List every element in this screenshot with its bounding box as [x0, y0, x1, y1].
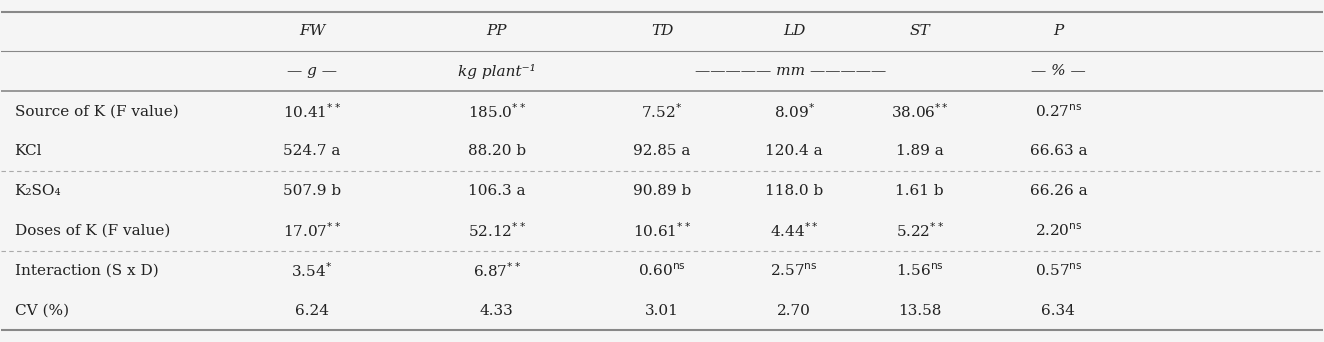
Text: 6.34: 6.34 — [1042, 303, 1075, 317]
Text: — % —: — % — — [1031, 64, 1086, 78]
Text: 17.07$^{**}$: 17.07$^{**}$ — [283, 221, 342, 240]
Text: TD: TD — [651, 25, 673, 39]
Text: 90.89 b: 90.89 b — [633, 184, 691, 198]
Text: 66.26 a: 66.26 a — [1030, 184, 1087, 198]
Text: 13.58: 13.58 — [898, 303, 941, 317]
Text: 6.87$^{**}$: 6.87$^{**}$ — [473, 261, 520, 280]
Text: P: P — [1053, 25, 1063, 39]
Text: kg plant⁻¹: kg plant⁻¹ — [458, 64, 536, 79]
Text: Doses of K (F value): Doses of K (F value) — [15, 224, 169, 238]
Text: 3.01: 3.01 — [645, 303, 679, 317]
Text: KCl: KCl — [15, 144, 42, 158]
Text: 4.44$^{**}$: 4.44$^{**}$ — [769, 221, 818, 240]
Text: 10.41$^{**}$: 10.41$^{**}$ — [283, 102, 342, 121]
Text: LD: LD — [782, 25, 805, 39]
Text: 8.09$^{*}$: 8.09$^{*}$ — [773, 102, 814, 121]
Text: 118.0 b: 118.0 b — [765, 184, 824, 198]
Text: 2.70: 2.70 — [777, 303, 812, 317]
Text: 1.56$^{\mathrm{ns}}$: 1.56$^{\mathrm{ns}}$ — [896, 262, 944, 279]
Text: FW: FW — [299, 25, 324, 39]
Text: 92.85 a: 92.85 a — [633, 144, 691, 158]
Text: 5.22$^{**}$: 5.22$^{**}$ — [895, 221, 944, 240]
Text: 0.27$^{\mathrm{ns}}$: 0.27$^{\mathrm{ns}}$ — [1034, 103, 1082, 119]
Text: Source of K (F value): Source of K (F value) — [15, 104, 179, 118]
Text: 66.63 a: 66.63 a — [1030, 144, 1087, 158]
Text: 3.54$^{*}$: 3.54$^{*}$ — [291, 261, 332, 280]
Text: 1.61 b: 1.61 b — [895, 184, 944, 198]
Text: 4.33: 4.33 — [481, 303, 514, 317]
Text: 185.0$^{**}$: 185.0$^{**}$ — [467, 102, 526, 121]
Text: CV (%): CV (%) — [15, 303, 69, 317]
Text: 10.61$^{**}$: 10.61$^{**}$ — [633, 221, 691, 240]
Text: PP: PP — [487, 25, 507, 39]
Text: 7.52$^{*}$: 7.52$^{*}$ — [641, 102, 683, 121]
Text: 507.9 b: 507.9 b — [283, 184, 342, 198]
Text: 524.7 a: 524.7 a — [283, 144, 340, 158]
Text: 1.89 a: 1.89 a — [896, 144, 944, 158]
Text: 120.4 a: 120.4 a — [765, 144, 824, 158]
Text: ————— mm —————: ————— mm ————— — [695, 64, 887, 78]
Text: 52.12$^{**}$: 52.12$^{**}$ — [467, 221, 526, 240]
Text: 38.06$^{**}$: 38.06$^{**}$ — [891, 102, 949, 121]
Text: — g —: — g — — [287, 64, 336, 78]
Text: K₂SO₄: K₂SO₄ — [15, 184, 61, 198]
Text: 2.57$^{\mathrm{ns}}$: 2.57$^{\mathrm{ns}}$ — [771, 262, 818, 279]
Text: Interaction (S x D): Interaction (S x D) — [15, 264, 159, 278]
Text: 0.57$^{\mathrm{ns}}$: 0.57$^{\mathrm{ns}}$ — [1034, 262, 1082, 279]
Text: ST: ST — [910, 25, 929, 39]
Text: 88.20 b: 88.20 b — [467, 144, 526, 158]
Text: 2.20$^{\mathrm{ns}}$: 2.20$^{\mathrm{ns}}$ — [1034, 223, 1082, 239]
Text: 6.24: 6.24 — [295, 303, 328, 317]
Text: 106.3 a: 106.3 a — [469, 184, 526, 198]
Text: 0.60$^{\mathrm{ns}}$: 0.60$^{\mathrm{ns}}$ — [638, 262, 686, 279]
